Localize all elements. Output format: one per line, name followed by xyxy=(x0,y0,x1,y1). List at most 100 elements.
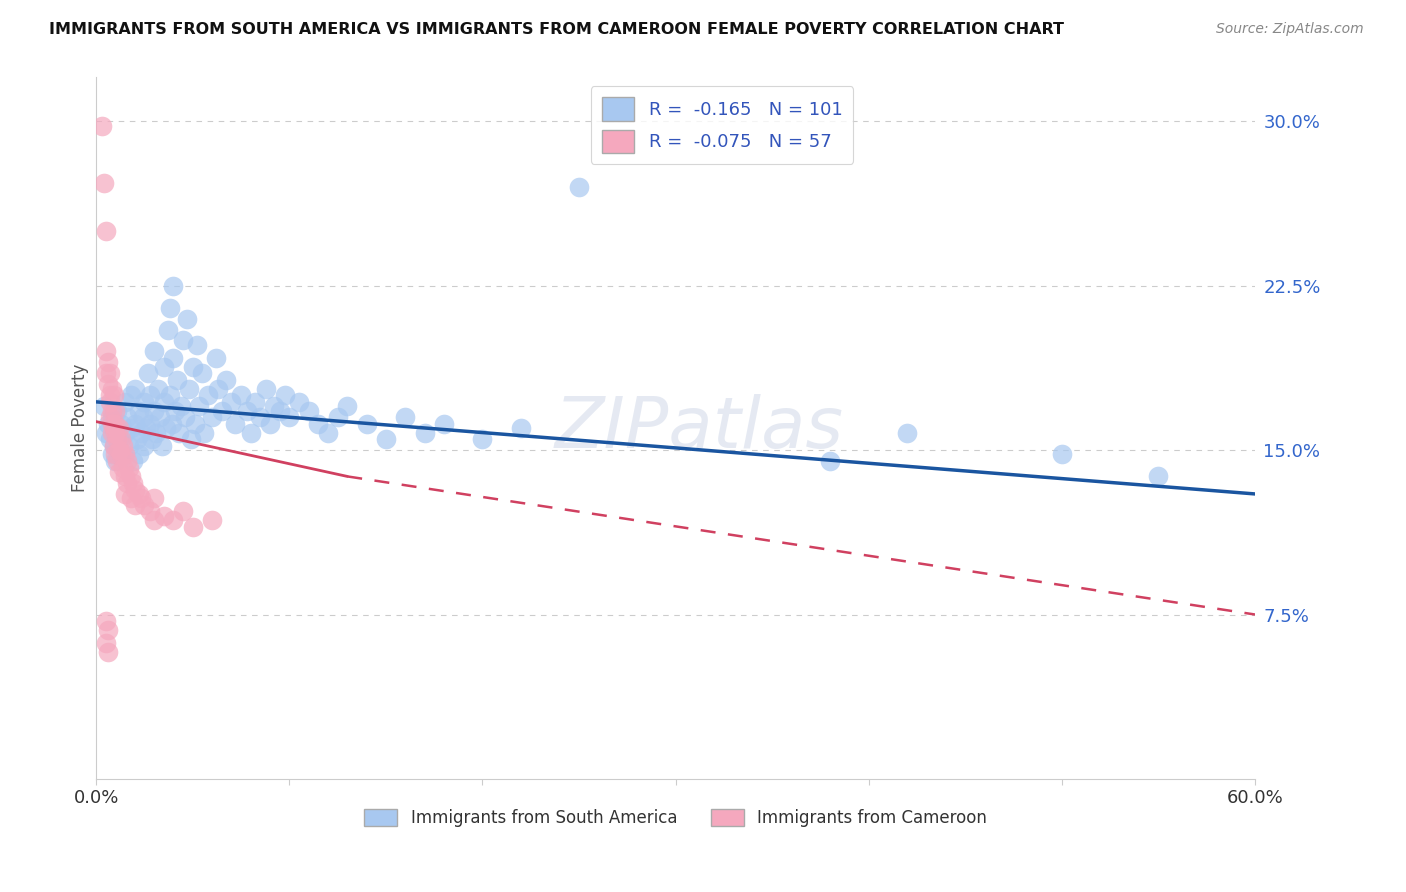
Point xyxy=(98,410,121,425)
Point xyxy=(139,388,162,402)
Text: IMMIGRANTS FROM SOUTH AMERICA VS IMMIGRANTS FROM CAMEROON FEMALE POVERTY CORRELA: IMMIGRANTS FROM SOUTH AMERICA VS IMMIGRA… xyxy=(49,22,1064,37)
Point xyxy=(120,491,142,506)
Point xyxy=(316,425,339,440)
Point xyxy=(239,425,262,440)
Point xyxy=(100,382,122,396)
Point xyxy=(143,491,166,506)
Point xyxy=(129,425,152,440)
Point xyxy=(104,448,127,462)
Point xyxy=(114,395,136,409)
Point xyxy=(143,344,166,359)
Point xyxy=(110,448,132,462)
Point xyxy=(100,417,122,431)
Point xyxy=(433,417,456,431)
Point xyxy=(159,301,181,315)
Point xyxy=(131,410,153,425)
Point xyxy=(115,410,138,425)
Point xyxy=(93,176,115,190)
Point xyxy=(818,454,841,468)
Point xyxy=(114,487,136,501)
Point xyxy=(141,432,163,446)
Point xyxy=(124,483,146,497)
Point xyxy=(172,504,194,518)
Point xyxy=(170,399,193,413)
Point xyxy=(243,395,266,409)
Point xyxy=(167,425,190,440)
Point xyxy=(156,322,179,336)
Point xyxy=(1147,469,1170,483)
Point xyxy=(100,403,122,417)
Point xyxy=(197,388,219,402)
Point xyxy=(263,399,285,413)
Point xyxy=(229,388,252,402)
Point xyxy=(94,367,117,381)
Point xyxy=(166,373,188,387)
Point xyxy=(152,395,174,409)
Point xyxy=(236,403,259,417)
Point xyxy=(254,382,277,396)
Point xyxy=(108,465,131,479)
Point xyxy=(94,344,117,359)
Point xyxy=(162,351,184,365)
Point xyxy=(124,498,146,512)
Point xyxy=(471,432,494,446)
Point xyxy=(510,421,533,435)
Point xyxy=(128,448,150,462)
Point xyxy=(124,417,146,431)
Point xyxy=(186,338,208,352)
Point xyxy=(326,410,349,425)
Point xyxy=(120,421,142,435)
Point xyxy=(128,487,150,501)
Point xyxy=(118,439,141,453)
Point xyxy=(100,410,122,425)
Point xyxy=(112,448,135,462)
Point xyxy=(145,425,167,440)
Point xyxy=(274,388,297,402)
Point xyxy=(107,454,129,468)
Point xyxy=(120,388,142,402)
Point xyxy=(104,421,127,435)
Point xyxy=(122,475,145,490)
Point xyxy=(134,439,156,453)
Point xyxy=(152,508,174,523)
Point xyxy=(143,513,166,527)
Point xyxy=(180,432,202,446)
Point xyxy=(139,504,162,518)
Point xyxy=(211,403,233,417)
Point xyxy=(108,432,131,446)
Point xyxy=(114,448,136,462)
Point xyxy=(97,355,120,369)
Point xyxy=(336,399,359,413)
Point xyxy=(136,367,159,381)
Point xyxy=(94,614,117,628)
Point xyxy=(176,311,198,326)
Point xyxy=(103,439,125,453)
Point xyxy=(181,520,204,534)
Point xyxy=(103,439,125,453)
Point xyxy=(172,334,194,348)
Point xyxy=(160,417,183,431)
Point xyxy=(110,432,132,446)
Point xyxy=(224,417,246,431)
Point xyxy=(174,410,197,425)
Point xyxy=(394,410,416,425)
Point xyxy=(103,388,125,402)
Point xyxy=(221,395,243,409)
Point xyxy=(94,425,117,440)
Point xyxy=(129,491,152,506)
Point xyxy=(149,410,172,425)
Point xyxy=(91,119,114,133)
Point xyxy=(100,448,122,462)
Point xyxy=(135,421,157,435)
Point xyxy=(112,460,135,475)
Point xyxy=(134,395,156,409)
Legend: Immigrants from South America, Immigrants from Cameroon: Immigrants from South America, Immigrant… xyxy=(357,802,994,834)
Point xyxy=(104,403,127,417)
Point xyxy=(108,443,131,458)
Point xyxy=(207,382,229,396)
Point xyxy=(98,367,121,381)
Point xyxy=(288,395,311,409)
Point xyxy=(98,432,121,446)
Point xyxy=(181,359,204,374)
Point xyxy=(128,403,150,417)
